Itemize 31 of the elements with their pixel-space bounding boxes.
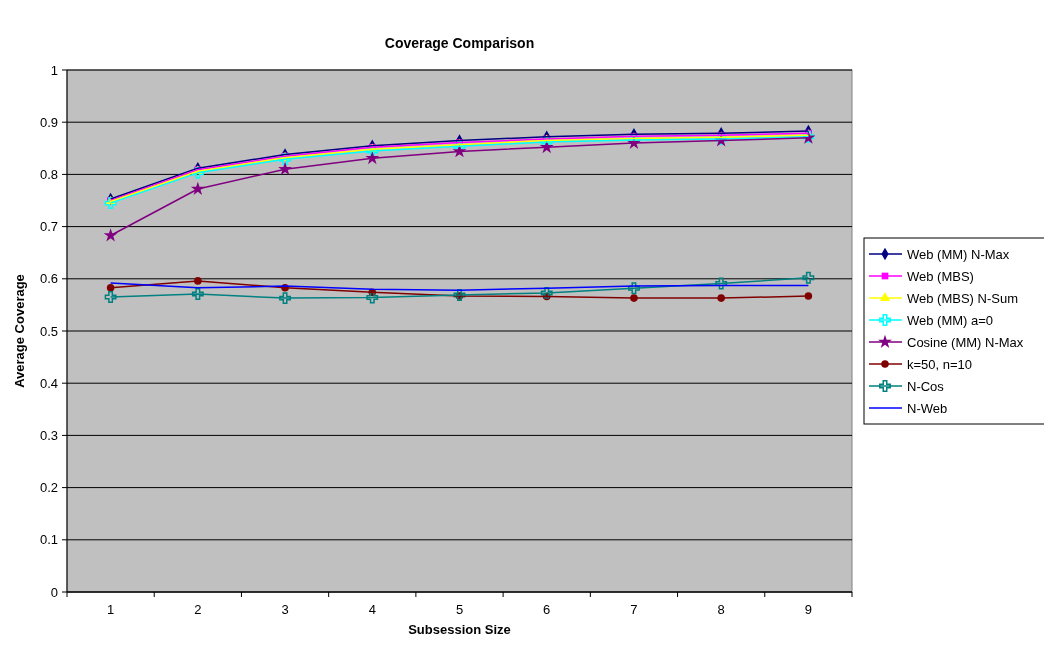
y-tick-label: 0.5 xyxy=(39,323,58,339)
y-tick-label: 1 xyxy=(50,62,58,78)
legend-label: N-Web xyxy=(907,400,948,416)
legend-label: Cosine (MM) N-Max xyxy=(907,334,1024,350)
legend-label: k=50, n=10 xyxy=(907,356,973,372)
x-tick-label: 4 xyxy=(368,602,376,617)
x-tick-label: 3 xyxy=(281,602,289,617)
y-axis-title: Average Coverage xyxy=(12,274,27,388)
x-tick-label: 9 xyxy=(804,602,813,617)
x-tick-label: 1 xyxy=(106,602,115,617)
y-tick-label: 0.9 xyxy=(39,114,58,130)
legend-label: Web (MM) a=0 xyxy=(907,312,994,328)
x-axis-title: Subsession Size xyxy=(408,622,511,637)
x-tick-label: 5 xyxy=(455,602,464,617)
y-tick-label: 0.1 xyxy=(39,532,58,548)
legend-label: Web (MBS) N-Sum xyxy=(907,290,1018,306)
y-tick-label: 0.4 xyxy=(39,375,58,391)
x-tick-label: 7 xyxy=(630,602,638,617)
y-tick-label: 0 xyxy=(50,584,58,600)
x-tick-label: 6 xyxy=(543,602,551,617)
legend-label: N-Cos xyxy=(907,378,945,394)
y-tick-label: 0.6 xyxy=(39,271,58,287)
y-tick-label: 0.7 xyxy=(39,219,58,235)
legend-label: Web (MBS) xyxy=(907,268,974,284)
x-tick-label: 8 xyxy=(717,602,725,617)
x-tick-label: 2 xyxy=(194,602,202,617)
y-tick-label: 0.2 xyxy=(39,480,58,496)
y-tick-label: 0.8 xyxy=(39,166,58,182)
legend-label: Web (MM) N-Max xyxy=(907,246,1010,262)
y-tick-label: 0.3 xyxy=(39,427,58,443)
chart-title: Coverage Comparison xyxy=(384,35,535,51)
